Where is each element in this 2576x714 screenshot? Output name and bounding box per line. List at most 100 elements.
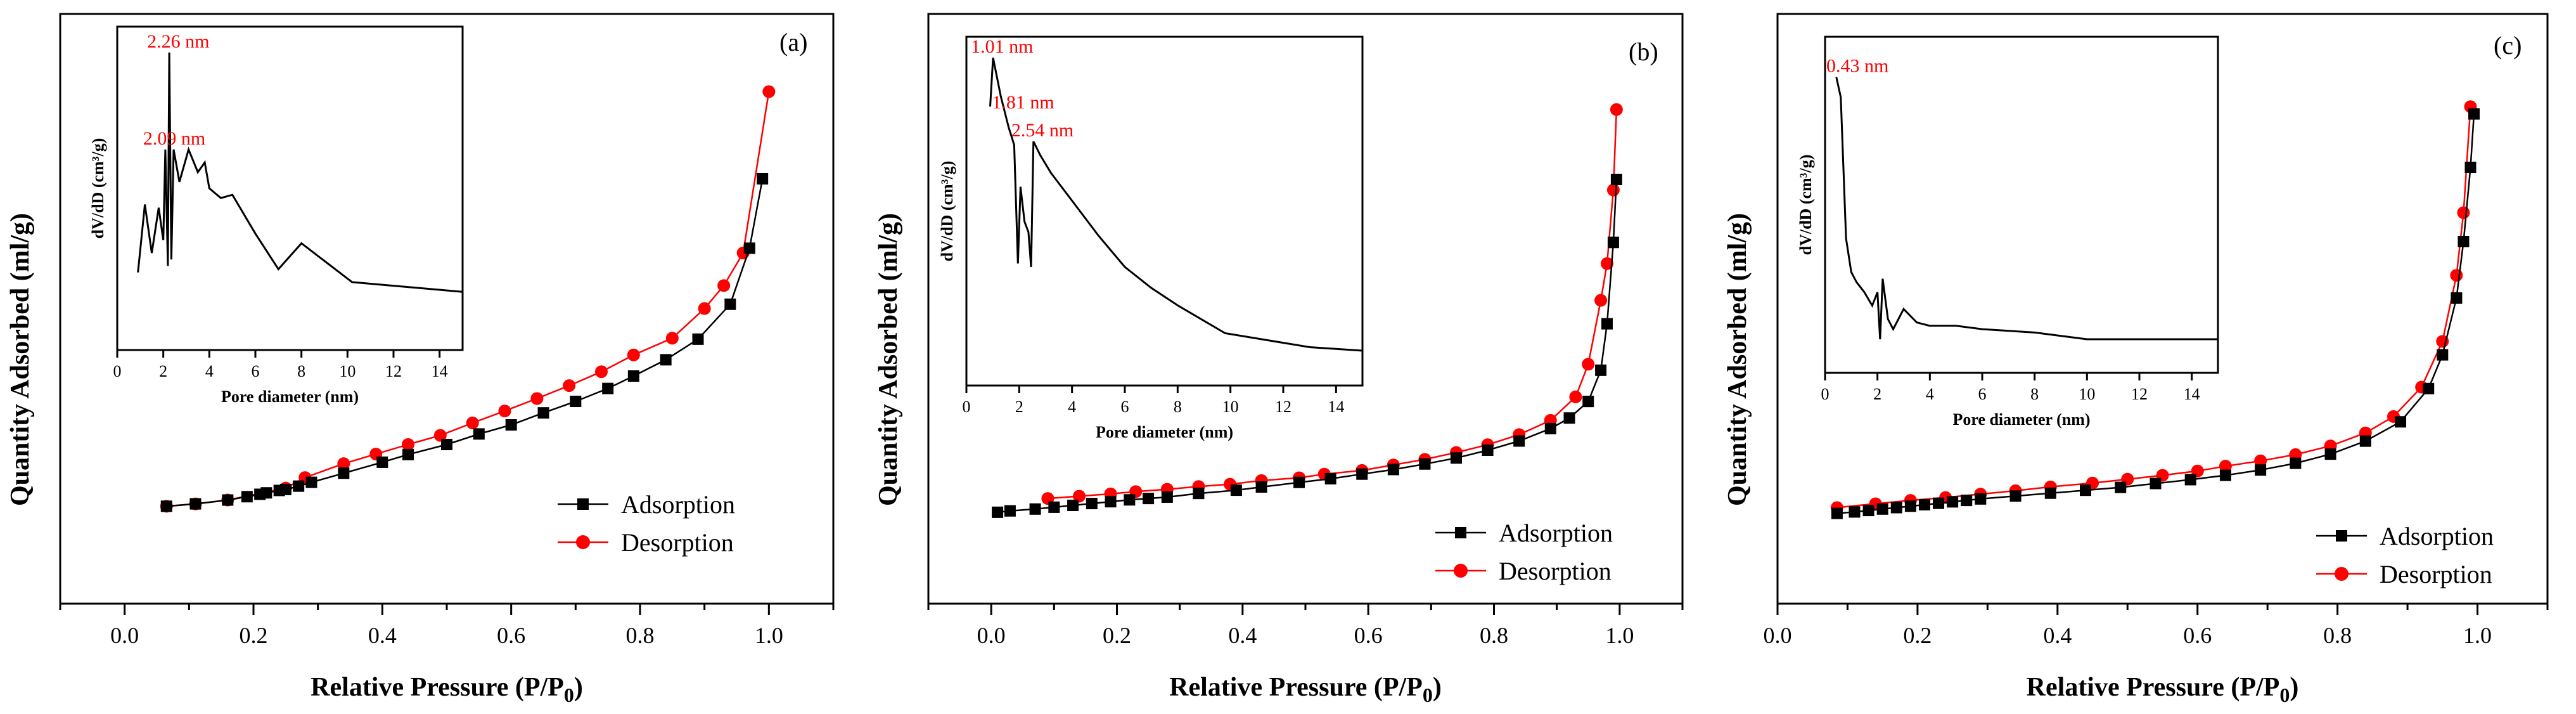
- inset-x-tick-label: 10: [339, 362, 356, 380]
- legend-marker-adsorption: [2336, 530, 2347, 542]
- data-point-adsorption: [2219, 469, 2231, 481]
- x-tick-label: 0.6: [497, 623, 525, 648]
- x-axis-title-subscript: 0: [564, 684, 574, 706]
- data-point-desorption: [530, 392, 544, 405]
- legend-label-adsorption: Adsorption: [621, 490, 735, 519]
- x-axis-title-subscript: 0: [2279, 684, 2290, 706]
- data-point-desorption: [665, 332, 679, 345]
- data-point-desorption: [2450, 269, 2463, 282]
- x-axis-title-close: ): [574, 673, 583, 702]
- data-point-adsorption: [537, 407, 549, 419]
- data-point-adsorption: [1933, 497, 1945, 509]
- inset-x-tick-label: 8: [297, 362, 305, 380]
- inset-x-tick-label: 14: [432, 362, 448, 380]
- data-point-adsorption: [1975, 493, 1987, 505]
- data-point-adsorption: [2324, 448, 2336, 460]
- isotherm-panel-2: 0.0 0.2 0.4 0.6 0.8 1.0 Relative Pressure (P/P…: [874, 13, 1684, 706]
- data-point-adsorption: [2395, 416, 2407, 428]
- inset-x-axis-title: Pore diameter (nm): [221, 387, 359, 406]
- peak-annotation: 2.26 nm: [147, 31, 209, 52]
- data-point-adsorption: [2464, 161, 2477, 173]
- x-axis-title: Relative Pressure (P/P0): [1169, 673, 1442, 706]
- inset-x-tick-label: 4: [1068, 398, 1076, 416]
- data-point-adsorption: [570, 396, 582, 408]
- data-point-adsorption: [160, 500, 172, 512]
- data-point-adsorption: [2080, 484, 2091, 497]
- data-point-adsorption: [2423, 382, 2435, 394]
- inset-x-tick-label: 4: [205, 362, 214, 380]
- data-point-adsorption: [1601, 318, 1613, 330]
- data-point-adsorption: [1029, 503, 1041, 515]
- data-point-adsorption: [279, 483, 292, 495]
- legend: Adsorption Desorption: [2316, 522, 2494, 588]
- data-point-desorption: [2219, 460, 2232, 473]
- data-point-adsorption: [1293, 476, 1305, 488]
- x-tick-label: 0.0: [110, 623, 139, 648]
- data-point-adsorption: [1124, 494, 1136, 506]
- data-point-adsorption: [743, 242, 755, 254]
- inset-x-tick-label: 6: [1121, 398, 1129, 416]
- data-point-adsorption: [1255, 481, 1267, 493]
- y-axis-title: Quantity Adsorbed (ml/g): [1723, 213, 1752, 506]
- data-point-adsorption: [1876, 503, 1888, 515]
- data-point-adsorption: [1544, 422, 1556, 434]
- data-point-adsorption: [1451, 452, 1462, 464]
- data-point-adsorption: [305, 476, 317, 488]
- legend-label-desorption: Desorption: [2380, 560, 2492, 588]
- data-point-adsorption: [473, 428, 485, 440]
- pore-size-distribution-curve: [1835, 77, 2218, 341]
- data-point-desorption: [1569, 390, 1582, 403]
- data-point-adsorption: [1482, 445, 1494, 456]
- data-point-desorption: [1073, 490, 1086, 503]
- x-axis-title-main: Relative Pressure (P/P: [1169, 673, 1423, 702]
- inset-x-tick-label: 8: [2030, 385, 2039, 403]
- data-point-adsorption: [338, 467, 350, 479]
- data-point-adsorption: [2457, 236, 2470, 247]
- data-point-adsorption: [222, 494, 234, 506]
- data-point-adsorption: [1607, 237, 1619, 249]
- peak-annotation: 2.54 nm: [1011, 120, 1073, 141]
- inset-x-tick-label: 2: [1015, 398, 1023, 416]
- data-point-adsorption: [402, 448, 414, 460]
- x-axis-title-subscript: 0: [1423, 684, 1433, 706]
- pore-size-inset: 0 2 4 6 8 10 12 14 Pore diameter (nm) dV/dD (cm³/…: [1797, 36, 2219, 429]
- data-point-adsorption: [376, 456, 388, 468]
- data-point-desorption: [2254, 454, 2267, 467]
- inset-frame: [965, 36, 1364, 387]
- inset-x-tick-label: 14: [1328, 398, 1344, 416]
- inset-y-axis-title: dV/dD (cm³/g): [1797, 155, 1815, 256]
- x-tick-label: 0.0: [977, 623, 1006, 648]
- data-point-adsorption: [1356, 468, 1368, 480]
- peak-annotation: 0.43 nm: [1826, 56, 1888, 77]
- data-point-adsorption: [692, 333, 704, 345]
- data-point-adsorption: [505, 419, 517, 431]
- data-point-adsorption: [1610, 173, 1622, 185]
- data-point-adsorption: [441, 438, 452, 450]
- data-point-desorption: [433, 429, 447, 442]
- data-point-adsorption: [1105, 496, 1117, 508]
- legend-marker-desorption: [1454, 564, 1468, 578]
- data-point-desorption: [466, 417, 479, 430]
- data-point-adsorption: [1904, 500, 1916, 512]
- peak-annotation: 2.09 nm: [143, 128, 205, 149]
- data-point-adsorption: [293, 480, 305, 492]
- data-point-desorption: [498, 405, 511, 418]
- x-tick-label: 0.2: [1103, 623, 1131, 648]
- x-tick-label: 0.8: [1480, 623, 1508, 648]
- legend-label-adsorption: Adsorption: [2380, 522, 2494, 550]
- legend-marker-adsorption: [577, 498, 589, 510]
- x-tick-label: 0.4: [368, 623, 397, 648]
- x-tick-label: 0.4: [2043, 623, 2072, 648]
- pore-size-distribution-curve: [137, 52, 463, 293]
- x-axis-title-main: Relative Pressure (P/P: [2027, 673, 2280, 702]
- data-point-adsorption: [1067, 500, 1079, 511]
- data-point-adsorption: [2115, 481, 2127, 493]
- x-axis-title: Relative Pressure (P/P0): [2027, 673, 2299, 706]
- data-point-adsorption: [1961, 495, 1973, 507]
- peak-annotation: 1.01 nm: [971, 36, 1033, 57]
- x-axis-title: Relative Pressure (P/P0): [311, 673, 583, 706]
- data-point-adsorption: [241, 491, 253, 503]
- x-tick-label: 0.0: [1764, 623, 1792, 648]
- data-point-adsorption: [2255, 464, 2267, 476]
- x-axis-title-close: ): [2290, 673, 2298, 702]
